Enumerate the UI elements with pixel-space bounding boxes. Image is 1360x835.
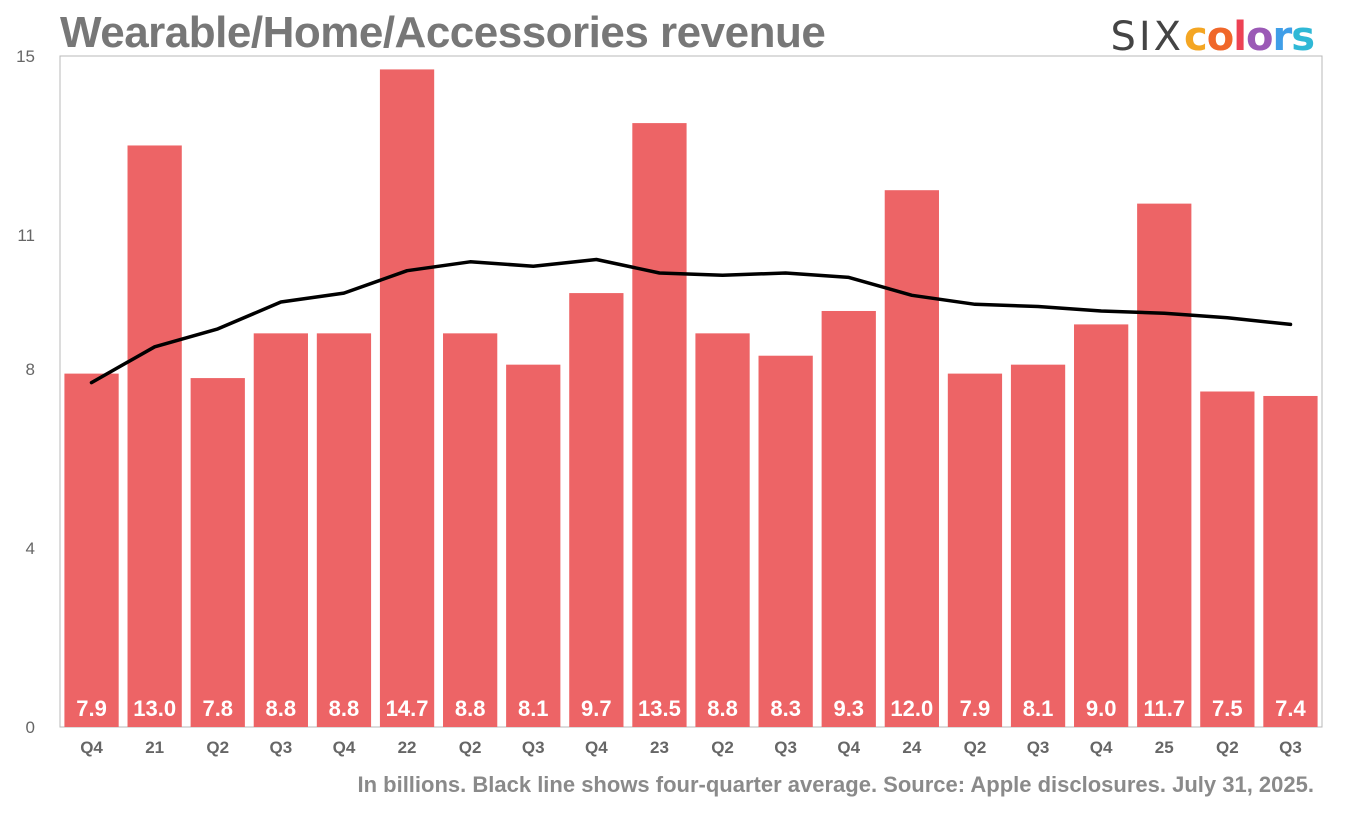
x-tick-label: Q4	[333, 738, 356, 757]
bar	[632, 123, 687, 728]
x-tick-label: 21	[145, 738, 164, 757]
data-label: 11.7	[1143, 696, 1185, 721]
y-tick-label: 11	[17, 226, 35, 245]
x-tick-label: Q2	[459, 738, 482, 757]
plot-frame	[59, 55, 1323, 728]
x-tick-label: Q3	[774, 738, 797, 757]
bar	[506, 364, 561, 727]
y-tick-label: 4	[26, 539, 35, 558]
data-label: 7.9	[76, 696, 107, 721]
bar	[64, 373, 119, 727]
data-label: 9.7	[581, 696, 612, 721]
data-label: 8.8	[707, 696, 738, 721]
y-tick-label: 8	[26, 360, 35, 379]
data-label: 12.0	[890, 696, 933, 721]
data-label: 7.8	[202, 696, 233, 721]
bar	[1137, 203, 1192, 727]
y-tick-label: 0	[26, 718, 35, 737]
bar	[190, 378, 245, 727]
bar	[695, 333, 750, 727]
x-tick-label: Q4	[585, 738, 608, 757]
data-label: 8.1	[518, 696, 549, 721]
x-tick-label: 25	[1155, 738, 1174, 757]
bar	[127, 145, 182, 727]
logo-letter: s	[1291, 14, 1315, 60]
data-label: 8.3	[770, 696, 801, 721]
bar	[443, 333, 498, 727]
bar	[1263, 395, 1318, 727]
data-label: 7.4	[1275, 696, 1306, 721]
x-tick-label: Q4	[1090, 738, 1113, 757]
bar	[1074, 324, 1129, 727]
x-tick-label: Q4	[837, 738, 860, 757]
bar	[316, 333, 372, 727]
logo-prefix: SIX	[1110, 14, 1185, 60]
x-tick-label: 24	[902, 738, 921, 757]
chart-title: Wearable/Home/Accessories revenue	[60, 8, 826, 57]
logo-letter: l	[1233, 14, 1247, 60]
x-tick-label: Q3	[522, 738, 545, 757]
x-tick-label: Q2	[711, 738, 734, 757]
logo-letter: o	[1206, 14, 1235, 60]
data-label: 13.5	[638, 696, 681, 721]
bar	[1010, 364, 1066, 727]
logo-letter: o	[1245, 14, 1274, 60]
data-label: 8.8	[329, 696, 360, 721]
bar	[1200, 391, 1255, 727]
data-label: 8.8	[455, 696, 486, 721]
x-tick-label: Q2	[964, 738, 987, 757]
x-tick-label: Q3	[270, 738, 293, 757]
logo-letter: c	[1184, 14, 1208, 60]
data-label: 9.3	[833, 696, 864, 721]
bar	[569, 293, 624, 727]
data-label: 14.7	[386, 696, 429, 721]
x-tick-label: 22	[398, 738, 417, 757]
data-label: 7.9	[960, 696, 991, 721]
x-tick-label: Q2	[1216, 738, 1239, 757]
average-line	[89, 257, 1293, 385]
data-label: 13.0	[133, 696, 176, 721]
x-tick-label: Q4	[80, 738, 103, 757]
bar	[758, 355, 813, 727]
data-label: 7.5	[1212, 696, 1243, 721]
bar	[884, 190, 939, 727]
logo-suffix: colors	[1184, 14, 1315, 60]
x-tick-label: Q2	[206, 738, 229, 757]
data-label: 8.8	[266, 696, 297, 721]
x-tick-label: 23	[650, 738, 669, 757]
bar	[821, 310, 876, 727]
sixcolors-logo: SIXcolors	[1110, 14, 1315, 60]
data-label: 9.0	[1086, 696, 1117, 721]
x-tick-label: Q3	[1027, 738, 1050, 757]
y-tick-label: 15	[16, 47, 35, 66]
chart-footnote: In billions. Black line shows four-quart…	[357, 772, 1314, 797]
bar	[947, 373, 1003, 727]
bar	[253, 333, 308, 727]
data-label: 8.1	[1023, 696, 1054, 721]
bar	[379, 69, 435, 728]
logo-letter: r	[1272, 14, 1292, 60]
x-tick-label: Q3	[1279, 738, 1302, 757]
